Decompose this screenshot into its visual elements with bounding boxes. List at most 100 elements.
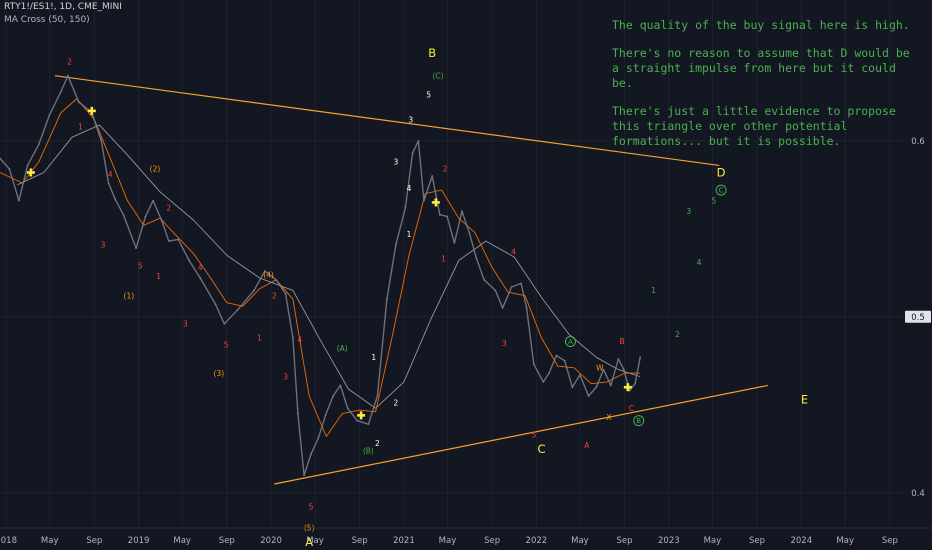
price-point [199, 277, 202, 279]
wave-label: (A) [337, 344, 348, 353]
price-point [385, 298, 388, 301]
price-point [634, 382, 636, 385]
price-point [417, 139, 420, 142]
wave-label: 3 [183, 320, 188, 329]
price-point [356, 419, 358, 422]
price-point [275, 278, 278, 281]
wave-label: A [568, 338, 573, 346]
cross-marker-v [434, 198, 438, 207]
last-price-label: 0.5 [911, 313, 925, 323]
cross-marker-v [626, 383, 630, 392]
price-point [17, 199, 20, 202]
x-tick-label: May [306, 536, 324, 546]
y-tick-label: 0.4 [911, 489, 925, 499]
price-point [595, 386, 598, 389]
price-point [310, 453, 312, 455]
analysis-note: The quality of the buy signal here is hi… [612, 18, 912, 162]
price-point [395, 243, 397, 246]
price-point [639, 356, 642, 359]
x-tick-label: May [173, 536, 191, 546]
symbol-title[interactable]: RTY1!/ES1!, 1D, CME_MINI [4, 2, 122, 12]
price-point [167, 240, 170, 243]
x-tick-label: May [704, 536, 722, 546]
price-point [346, 407, 349, 410]
wave-label: 5 [138, 261, 143, 270]
price-point [223, 322, 226, 325]
price-point [609, 384, 612, 387]
price-point [438, 213, 441, 216]
price-point [332, 395, 335, 397]
wave-label: 2 [443, 165, 448, 174]
note-paragraph-3: There's just a little evidence to propos… [612, 104, 896, 148]
note-paragraph-1: The quality of the buy signal here is hi… [612, 18, 910, 32]
wave-label: 3 [101, 240, 106, 249]
wave-label-circle [715, 184, 727, 196]
price-point [525, 307, 528, 309]
wave-label: W [596, 364, 604, 373]
price-point [494, 289, 497, 292]
x-tick-label: Sep [352, 536, 368, 546]
price-point [177, 238, 180, 241]
wave-label: 2 [394, 399, 399, 408]
grid [0, 0, 904, 528]
x-tick-label: Sep [617, 536, 633, 546]
price-point [422, 199, 425, 202]
wave-label: 3 [394, 158, 399, 167]
y-axis[interactable]: 0.60.50.40.5 [904, 0, 932, 550]
price-point [317, 437, 320, 440]
wave-label: 5 [531, 430, 536, 439]
wave-label: 2 [375, 439, 380, 448]
wave-label: A [584, 441, 590, 450]
price-point [253, 289, 255, 292]
x-tick-label: May [571, 536, 589, 546]
price-point [628, 389, 631, 392]
series-ma-fast [0, 98, 641, 437]
wave-label: 3 [283, 372, 288, 381]
wave-label: (3) [214, 369, 225, 378]
x-tick-label: Sep [882, 536, 898, 546]
note-paragraph-2: There's no reason to assume that D would… [612, 46, 910, 90]
x-tick-label: Sep [484, 536, 500, 546]
price-point [501, 307, 504, 309]
price-point [587, 395, 590, 397]
cross-marker [431, 198, 440, 207]
price-point [404, 206, 407, 209]
price-point [571, 386, 574, 389]
x-tick-label: 2023 [658, 536, 680, 546]
price-point [555, 354, 558, 357]
trendline-lower [274, 384, 769, 485]
wave-label: (2) [150, 165, 161, 174]
wave-label: 1 [78, 122, 83, 131]
price-point [284, 293, 287, 295]
wave-label: 4 [407, 184, 412, 193]
wave-label: 5 [224, 341, 229, 350]
x-tick-label: Sep [749, 536, 765, 546]
price-point [37, 143, 40, 146]
wave-label: 4 [511, 247, 516, 256]
price-point [160, 219, 163, 221]
trendline-upper [54, 75, 720, 167]
wave-label: 2 [675, 330, 680, 339]
series-price [0, 75, 641, 476]
wave-label: 1 [371, 353, 376, 362]
y-tick-label: 0.6 [911, 137, 925, 147]
price-point [236, 308, 239, 311]
cross-marker [26, 168, 35, 177]
price-point [520, 282, 523, 285]
cross-markers [26, 106, 632, 420]
wave-label: 2 [67, 57, 72, 66]
wave-label: 5 [711, 196, 716, 205]
wave-label-circle [633, 415, 645, 427]
indicator-label[interactable]: MA Cross (50, 150) [4, 15, 90, 25]
cross-marker-v [90, 106, 94, 115]
x-axis[interactable]: 2018 May Sep 2019 May Sep 2020 May Sep 2021 May Sep… [0, 527, 932, 546]
wave-label: (B) [363, 446, 374, 455]
wave-label-circle [564, 335, 576, 347]
price-point [475, 257, 478, 260]
series-ma-slow [17, 124, 641, 409]
x-tick-label: 2020 [260, 536, 282, 546]
wave-label: 2 [272, 291, 277, 300]
wave-label: X [606, 413, 611, 422]
